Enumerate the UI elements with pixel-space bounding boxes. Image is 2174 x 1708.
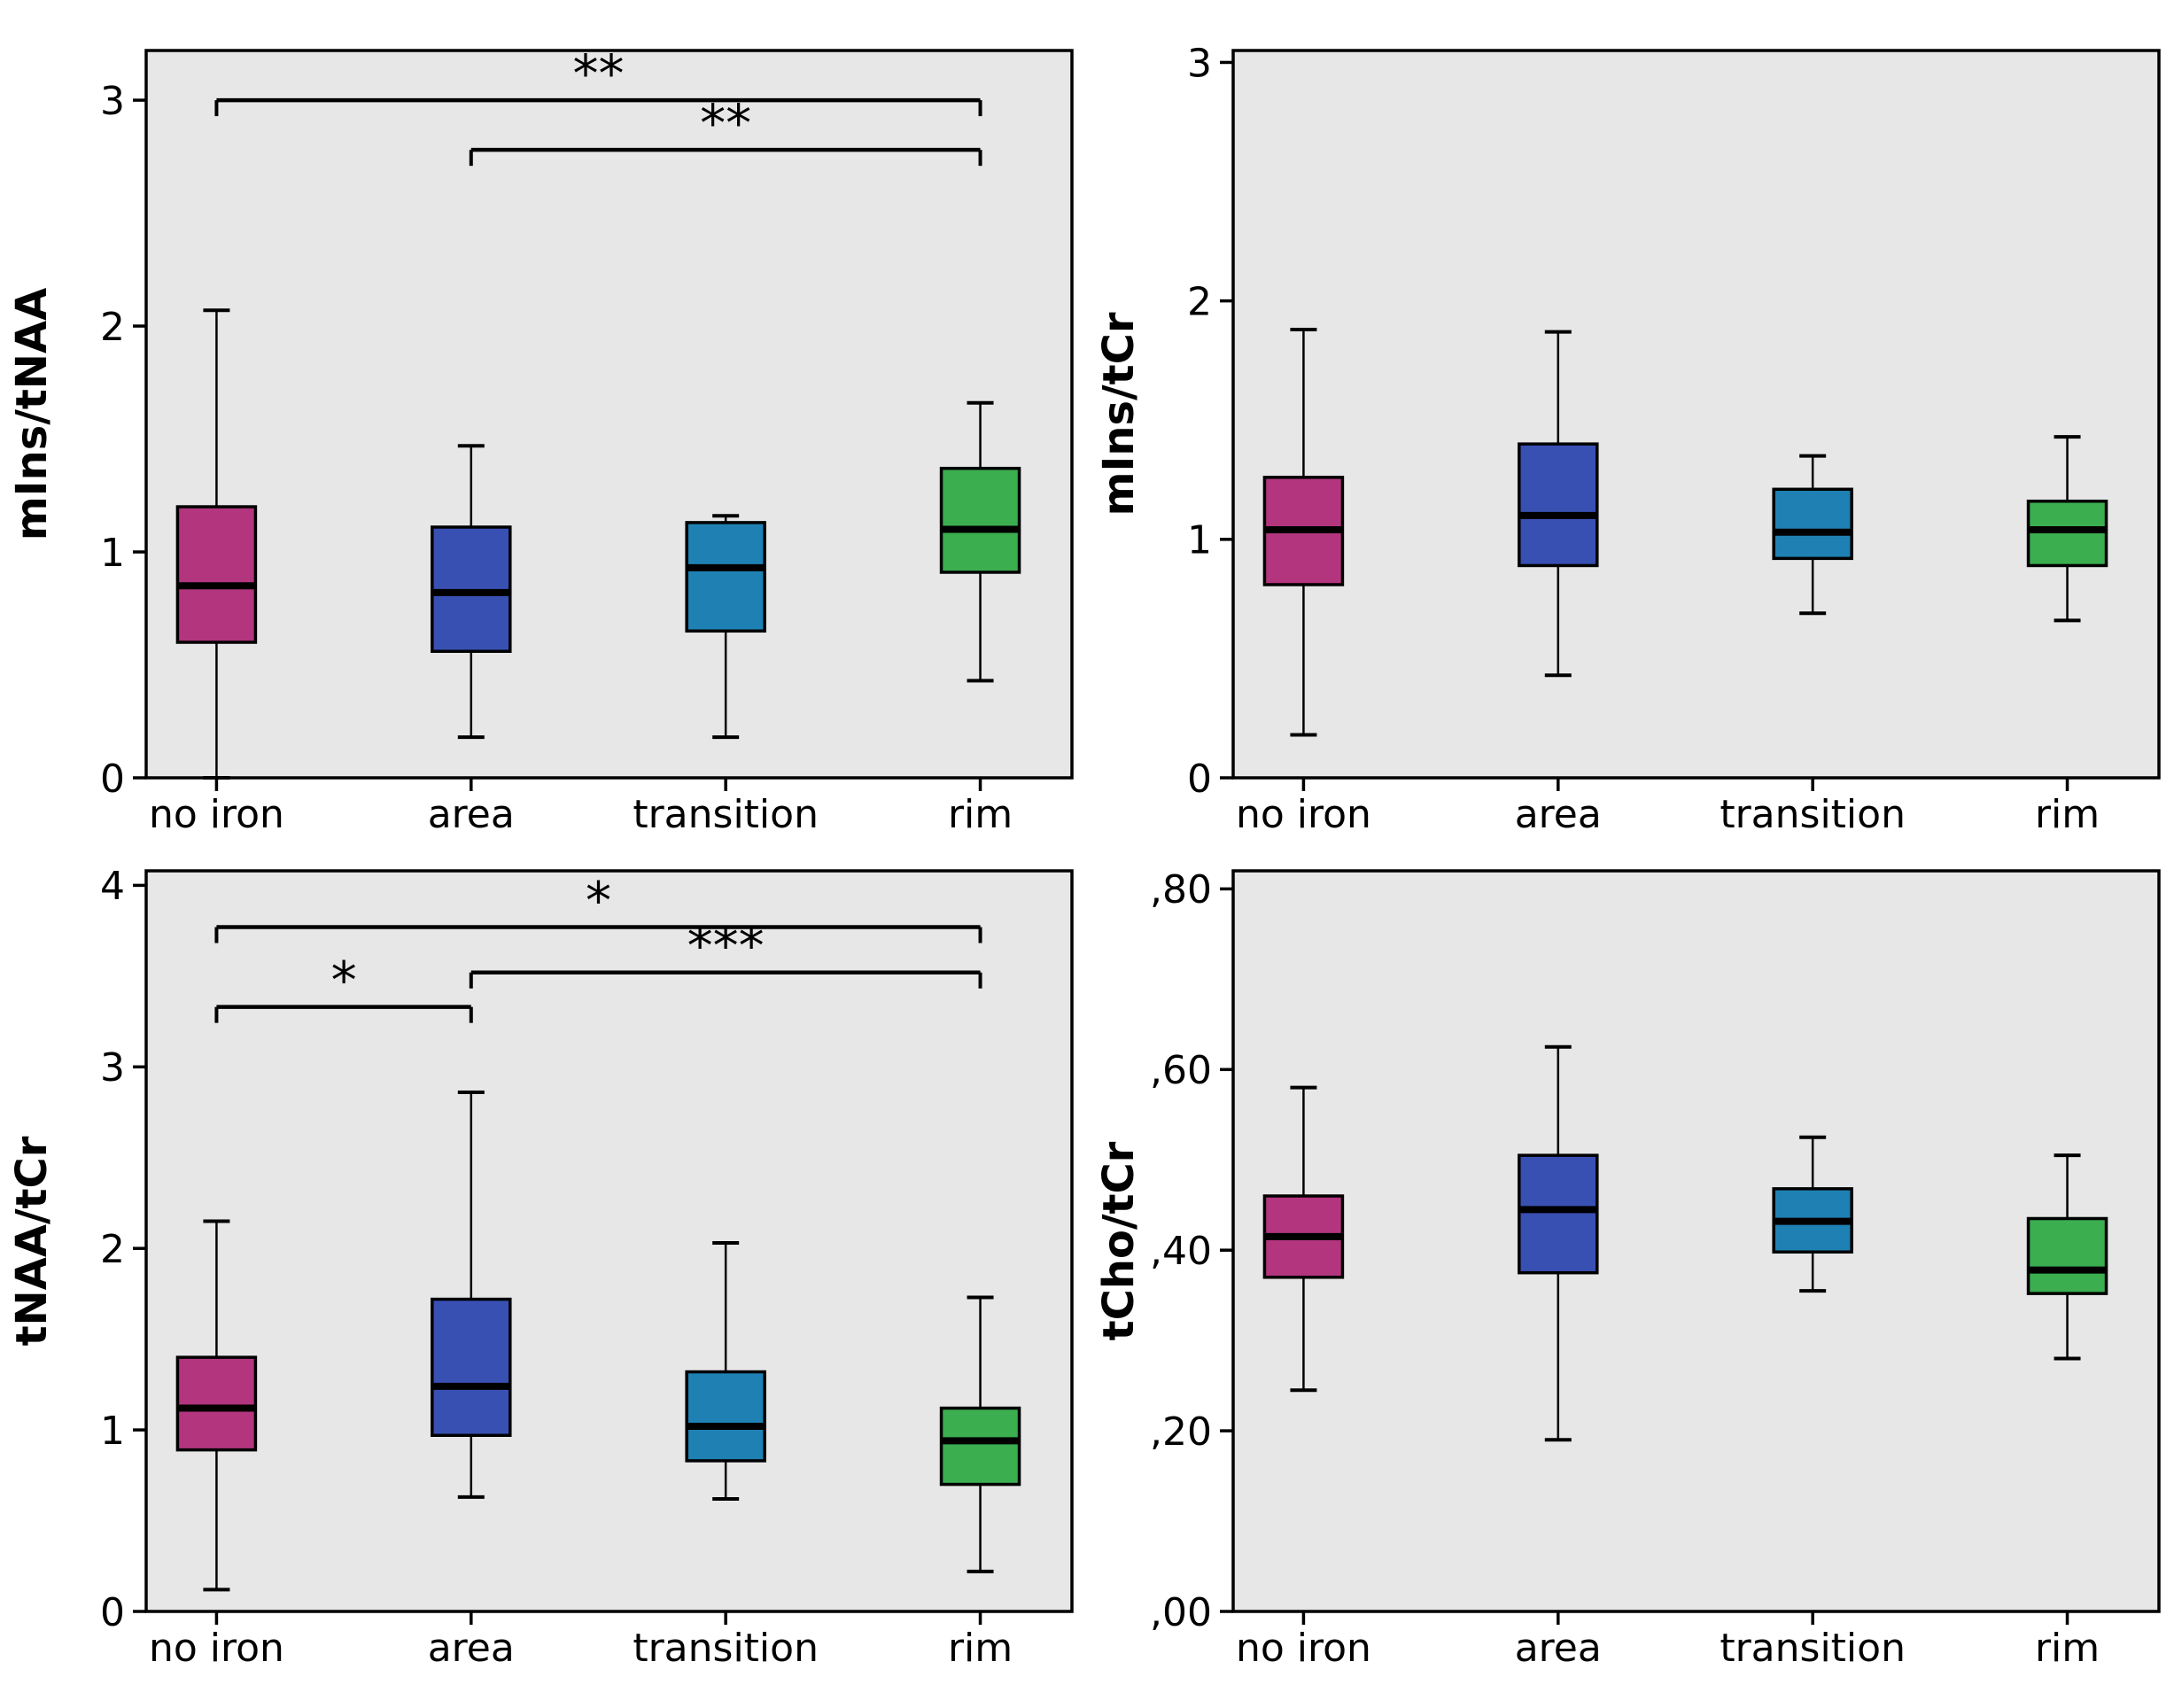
x-category-label: no iron [149,792,284,837]
box-rect-transition [1772,487,1853,561]
y-tick-label: ,60 [1150,1048,1212,1093]
box-rect-area [1518,1153,1599,1275]
significance-label: ** [572,43,624,104]
y-tick-label: 1 [100,531,125,576]
significance-label: * [586,871,611,931]
y-tick-label: ,40 [1150,1229,1212,1274]
y-tick-label: ,00 [1150,1590,1212,1635]
box-rect-no-iron [175,1355,258,1452]
boxplot-tcho-tcr: ,00 ,20 ,40 ,60 ,80 no iron area transition rim t… [1094,867,2161,1671]
y-tick-label: 0 [100,1590,125,1635]
plot-frame [144,869,1074,1613]
y-axis-title: mIns/tNAA [7,288,57,541]
panel-mins-tcr: 0 1 2 3 no iron area transition rim mIns/tCr [1087,0,2174,854]
x-category-label: rim [948,1626,1013,1671]
x-category-label: area [1515,1626,1602,1671]
x-category-label: area [428,1626,515,1671]
x-category-label: area [428,792,515,837]
x-category-label: no iron [1236,792,1371,837]
box-rect-rim [939,466,1021,574]
y-tick-label: 3 [100,1045,125,1091]
plot-background [146,50,1072,778]
y-tick-label: 3 [1187,41,1212,86]
y-tick-label: ,80 [1150,867,1212,912]
panel-mins-tnaa: 0 1 2 3 ** ** no iron area transition rim mIns/tNA… [0,0,1087,854]
y-tick-label: 1 [1187,518,1212,563]
plot-background [1233,871,2159,1611]
panel-tcho-tcr: ,00 ,20 ,40 ,60 ,80 no iron area transition rim t… [1087,854,2174,1708]
significance-label: ** [700,93,751,153]
significance-label: * [331,951,357,1011]
box-rect-rim [2026,500,2108,568]
x-category-label: no iron [149,1626,284,1671]
x-category-label: rim [2035,1626,2100,1671]
plot-frame [1231,49,2161,780]
boxplot-mins-tcr: 0 1 2 3 no iron area transition rim mIns/tCr [1094,41,2161,837]
y-tick-label: 2 [100,1227,125,1272]
y-tick-label: 2 [100,305,125,350]
boxplot-mins-tnaa: 0 1 2 3 ** ** no iron area transition rim mIns/tNA… [7,43,1074,837]
y-tick-label: 2 [1187,279,1212,324]
y-tick-label: ,20 [1150,1409,1212,1455]
x-category-label: rim [948,792,1013,837]
y-axis-title: mIns/tCr [1094,312,1144,516]
plot-background [146,871,1072,1611]
x-category-label: area [1515,792,1602,837]
box-rect-transition [685,1370,766,1463]
x-category-label: no iron [1236,1626,1371,1671]
plot-background [1233,50,2159,778]
y-tick-label: 3 [100,79,125,124]
y-axis-title: tCho/tCr [1094,1141,1144,1340]
x-category-label: transition [633,1626,819,1671]
plot-frame [1231,869,2161,1613]
panel-tnaa-tcr: 0 1 2 3 4 * *** * no iron area transition rim tNAA/t… [0,854,1087,1708]
box-rect-rim [939,1406,1021,1487]
plot-frame [144,49,1074,780]
box-rect-area [1518,442,1599,568]
y-axis-title: tNAA/tCr [7,1136,57,1346]
x-category-label: transition [1720,1626,1906,1671]
y-tick-label: 4 [100,864,125,909]
x-category-label: rim [2035,792,2100,837]
y-tick-label: 1 [100,1409,125,1454]
box-rect-no-iron [175,505,258,644]
significance-label: *** [687,916,765,976]
box-rect-transition [685,521,766,633]
y-tick-label: 0 [1187,757,1212,802]
box-rect-area [431,1297,512,1437]
x-category-label: transition [633,792,819,837]
y-tick-label: 0 [100,757,125,802]
box-rect-rim [2026,1216,2108,1295]
x-category-label: transition [1720,792,1906,837]
